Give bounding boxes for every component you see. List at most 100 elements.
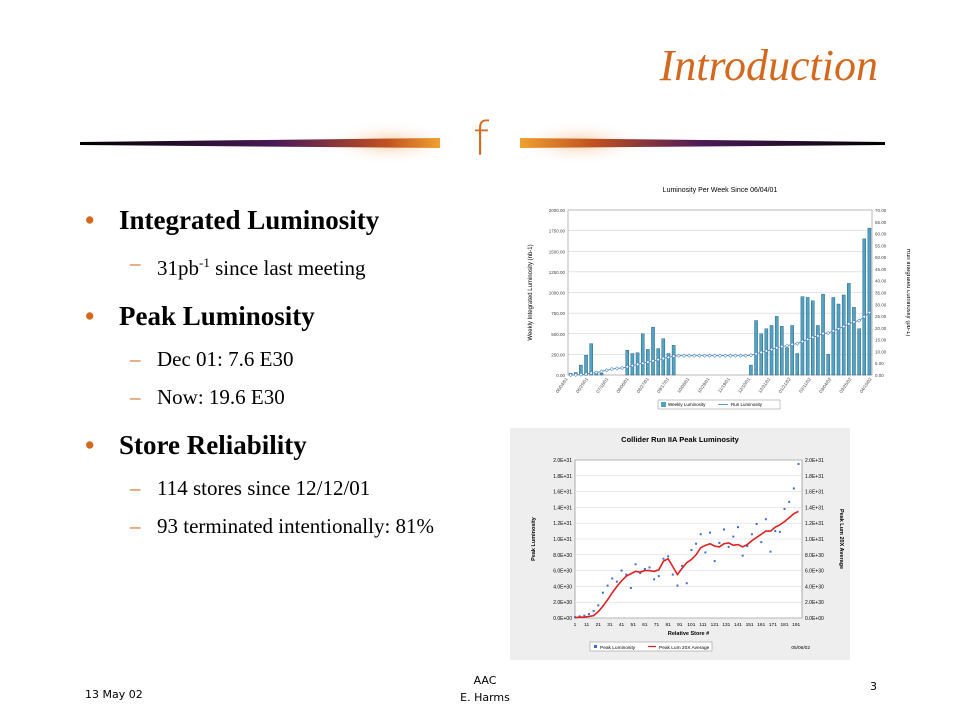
bar <box>795 353 800 376</box>
run-point <box>728 353 733 358</box>
x-tick-label: 71 <box>654 622 660 628</box>
peak-point <box>657 575 660 578</box>
peak-point <box>750 533 753 536</box>
footer-name: E. Harms <box>460 691 510 704</box>
x-tick-label: 08/27/01 <box>636 376 650 394</box>
y-tick-label: 0.0E+00 <box>553 616 572 622</box>
run-point <box>795 341 800 346</box>
y2-tick-label: 40.00 <box>875 279 887 284</box>
peak-point <box>792 487 795 490</box>
run-point <box>810 335 815 340</box>
x-tick-label: 12/10/01 <box>737 376 751 394</box>
x-tick-label: 141 <box>734 622 742 628</box>
run-point <box>784 343 790 348</box>
bar <box>816 325 820 376</box>
footer-meeting: AAC <box>473 674 497 687</box>
x-tick-label: 101 <box>687 622 695 628</box>
y-tick-label: 1.0E+31 <box>553 537 572 543</box>
x-tick-label: 11 <box>584 622 589 628</box>
y2-axis-label: Peak Lum 20X Average <box>838 509 844 569</box>
run-point <box>681 353 686 358</box>
peak-point <box>797 462 800 465</box>
bar <box>831 297 836 376</box>
y-tick-label: 1.6E+31 <box>553 490 572 496</box>
run-point <box>867 310 872 315</box>
y2-tick-label: 5.00 <box>875 361 884 366</box>
peak-point <box>643 568 646 571</box>
peak-point <box>681 564 684 567</box>
header-decoration <box>80 121 885 165</box>
x-tick-label: 09/17/01 <box>656 376 670 394</box>
run-point <box>687 353 692 358</box>
bar <box>749 364 753 376</box>
peak-point <box>774 530 777 533</box>
peak-point <box>741 554 744 557</box>
legend-swatch-bar <box>661 402 666 407</box>
legend-label: Peak Lum 20X Average <box>659 645 710 651</box>
run-point <box>573 372 578 377</box>
run-point <box>620 365 625 370</box>
x-tick-label: 06/25/01 <box>575 376 589 394</box>
run-point <box>635 362 640 367</box>
y-tick-label: 6.0E+30 <box>553 569 572 575</box>
run-point <box>723 353 728 358</box>
bar <box>862 238 867 376</box>
legend-label: Peak Luminosity <box>600 645 636 651</box>
run-point <box>578 372 583 377</box>
x-tick-label: 01/21/02 <box>778 376 792 394</box>
peak-point <box>634 563 637 566</box>
sub-bullet: – Now: 19.6 E30 <box>130 385 285 409</box>
run-point <box>759 350 764 355</box>
peak-point <box>695 542 698 545</box>
peak-point <box>611 577 614 580</box>
bar <box>826 354 830 376</box>
run-point <box>614 366 619 371</box>
bar <box>836 303 841 376</box>
run-point <box>800 339 805 344</box>
y2-tick-label: 1.6E+31 <box>805 490 824 496</box>
bar <box>640 333 645 376</box>
bar <box>847 283 851 376</box>
bar <box>841 294 846 376</box>
run-point <box>625 364 630 369</box>
run-point <box>738 353 743 358</box>
x-axis-label: Relative Store # <box>668 631 709 637</box>
y2-tick-label: 55.00 <box>875 243 887 248</box>
x-tick-label: 61 <box>642 622 648 628</box>
peak-point <box>764 518 767 521</box>
bar <box>656 348 660 376</box>
run-point <box>666 355 671 360</box>
x-tick-label: 171 <box>769 622 777 628</box>
weekly-luminosity-chart: Luminosity Per Week Since 06/04/01 0.00 25… <box>528 187 910 410</box>
bar <box>589 343 593 376</box>
peak-point <box>704 551 707 554</box>
y2-tick-label: 2.0E+31 <box>805 458 824 464</box>
x-tick-label: 03/25/02 <box>838 376 852 394</box>
sub-bullet: –31pb-1 since last meeting <box>130 251 366 280</box>
run-point <box>589 371 594 376</box>
peak-point <box>587 613 590 616</box>
chart-title: Luminosity Per Week Since 06/04/01 <box>663 187 778 194</box>
y2-tick-label: 8.0E+30 <box>805 553 824 559</box>
chart-title: Collider Run IIA Peak Luminosity <box>621 435 739 444</box>
bar <box>666 353 671 376</box>
bar <box>671 345 676 376</box>
run-point <box>717 353 723 358</box>
x-tick-label: 51 <box>631 622 637 628</box>
run-point <box>846 321 851 326</box>
bar <box>857 328 861 376</box>
peak-point <box>671 573 674 576</box>
run-point <box>748 353 753 358</box>
y2-tick-label: 35.00 <box>875 291 887 296</box>
bar <box>800 296 805 376</box>
y2-tick-label: 10.00 <box>875 349 887 354</box>
run-point <box>707 353 712 358</box>
x-tick-label: 04/15/02 <box>859 376 873 394</box>
run-point <box>743 353 748 358</box>
run-point <box>774 345 779 350</box>
bullet-integrated-luminosity: • Integrated Luminosity <box>85 205 380 235</box>
peak-point <box>629 586 632 589</box>
run-point <box>692 353 697 358</box>
y2-tick-label: 4.0E+30 <box>805 584 824 590</box>
x-tick-label: 1 <box>574 622 577 628</box>
